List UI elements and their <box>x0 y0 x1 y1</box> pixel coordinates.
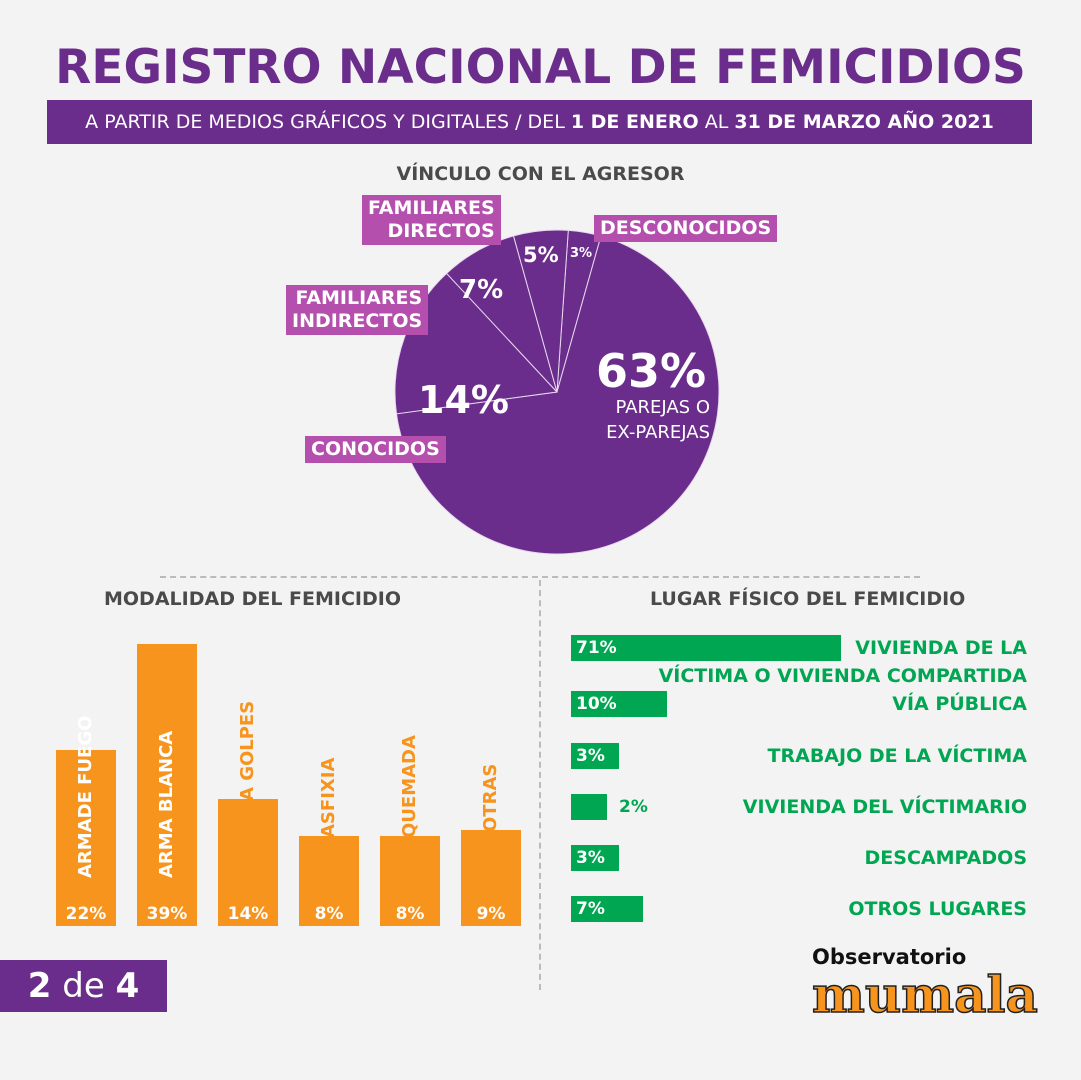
hbar-category-line: DESCAMPADOS <box>864 847 1027 869</box>
logo-line2: mumala <box>811 965 1038 1024</box>
hbar-value-label: 3% <box>576 746 605 766</box>
subtitle-text: AL <box>698 111 735 133</box>
logo: Observatorio mumala <box>811 945 1038 1024</box>
tag-line: DIRECTOS <box>387 220 495 242</box>
bar-category-label: QUEMADA <box>399 735 420 839</box>
bar-value-label: 14% <box>227 903 269 924</box>
tag-line: INDIRECTOS <box>292 310 423 332</box>
pie-slice <box>394 272 559 415</box>
bar: 14% <box>218 799 278 926</box>
bar-chart-title: MODALIDAD DEL FEMICIDIO <box>104 588 401 610</box>
bar: 39% <box>137 644 197 926</box>
bar-value-label: 8% <box>395 903 425 924</box>
bar-value-label: 39% <box>146 903 188 924</box>
pie-value-3: 3% <box>570 246 593 261</box>
divider <box>160 576 920 578</box>
hbar-category-label: VÍA PÚBLICA <box>892 690 1027 718</box>
hbar-category-line: VÍA PÚBLICA <box>892 693 1027 715</box>
hbar-value-label: 2% <box>619 797 648 817</box>
pie-slice <box>395 235 720 555</box>
hbar-chart-title: LUGAR FÍSICO DEL FEMICIDIO <box>650 588 966 610</box>
pie-label-parejas: PAREJAS O EX-PAREJAS <box>574 395 710 445</box>
hbar: 3% <box>571 743 619 769</box>
hbar-category-line: VIVIENDA DE LA <box>855 637 1027 659</box>
hbar-category-label: VIVIENDA DE LA VÍCTIMA O VIVIENDA COMPART… <box>659 634 1027 690</box>
pie-tag-conocidos: CONOCIDOS <box>305 436 446 463</box>
hbar: 10% <box>571 691 667 717</box>
hbar-category-line: VIVIENDA DEL VÍCTIMARIO <box>742 796 1027 818</box>
bar-category-label: ARMA BLANCA <box>156 730 177 878</box>
subtitle-end-date: 31 DE MARZO AÑO 2021 <box>734 111 994 133</box>
hbar-category-line: OTROS LUGARES <box>848 898 1027 920</box>
hbar-category-label: VIVIENDA DEL VÍCTIMARIO <box>743 793 1027 821</box>
page-current: 2 <box>27 966 52 1006</box>
hbar: 3% <box>571 845 619 871</box>
logo-line1: Observatorio <box>812 945 967 969</box>
bar-category-label: ARMADE FUEGO <box>75 715 96 878</box>
bar-value-label: 22% <box>65 903 107 924</box>
hbar: 7% <box>571 896 643 922</box>
pie-value-7: 7% <box>459 275 504 305</box>
pie-value-63: 63% <box>596 344 707 398</box>
pie-slice <box>512 229 569 393</box>
divider <box>539 580 541 990</box>
pie-tag-familiares-indirectos: FAMILIARES INDIRECTOS <box>286 285 429 335</box>
tag-line: FAMILIARES <box>295 287 423 309</box>
hbar-category-label: OTROS LUGARES <box>848 895 1027 923</box>
page-title: REGISTRO NACIONAL DE FEMICIDIOS <box>55 40 1026 95</box>
tag-line: FAMILIARES <box>368 197 495 219</box>
hbar-value-label: 3% <box>576 848 605 868</box>
pie-value-14: 14% <box>418 378 509 422</box>
label-line: PAREJAS O <box>615 397 710 418</box>
hbar: 2% <box>571 794 648 820</box>
bar-value-label: 9% <box>476 903 506 924</box>
bar: 8% <box>380 836 440 926</box>
bar-value-label: 8% <box>314 903 344 924</box>
subtitle-start-date: 1 DE ENERO <box>570 111 699 133</box>
pie-tag-desconocidos: DESCONOCIDOS <box>594 215 778 242</box>
page-indicator: 2 de 4 <box>0 960 167 1012</box>
label-line: EX-PAREJAS <box>606 422 710 443</box>
bar-category-label: OTRAS <box>480 763 501 833</box>
bar-category-label: A GOLPES <box>237 700 258 802</box>
page-sep: de <box>62 966 105 1006</box>
hbar-category-line: TRABAJO DE LA VÍCTIMA <box>767 745 1027 767</box>
subtitle-text: A PARTIR DE MEDIOS GRÁFICOS Y DIGITALES … <box>85 111 571 133</box>
hbar-category-label: TRABAJO DE LA VÍCTIMA <box>768 742 1027 770</box>
hbar-value-label: 10% <box>576 694 617 714</box>
bar: 22% <box>56 749 116 926</box>
page-total: 4 <box>115 966 140 1006</box>
pie-tag-familiares-directos: FAMILIARES DIRECTOS <box>362 195 501 245</box>
bar: 9% <box>461 830 521 926</box>
pie-value-5: 5% <box>523 243 559 267</box>
hbar-value-label: 71% <box>576 638 617 658</box>
hbar-category-line: VÍCTIMA O VIVIENDA COMPARTIDA <box>658 665 1027 687</box>
pie-title: VÍNCULO CON EL AGRESOR <box>396 163 685 185</box>
bar-category-label: ASFIXIA <box>318 757 339 839</box>
hbar: 71% <box>571 635 841 661</box>
hbar-category-label: DESCAMPADOS <box>865 844 1027 872</box>
bar: 8% <box>299 836 359 926</box>
subtitle-banner: A PARTIR DE MEDIOS GRÁFICOS Y DIGITALES … <box>47 100 1032 144</box>
hbar-value-label: 7% <box>576 899 605 919</box>
